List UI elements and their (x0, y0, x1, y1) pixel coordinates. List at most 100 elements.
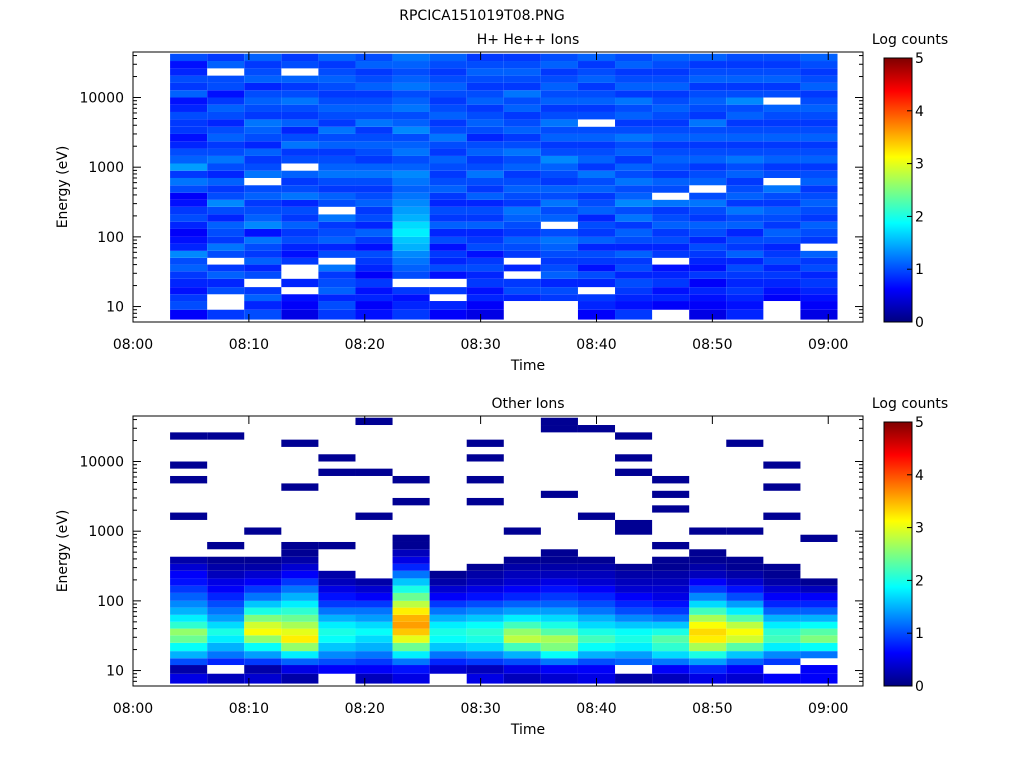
heatmap-cell (689, 192, 727, 200)
heatmap-cell (244, 665, 282, 674)
heatmap-cell (355, 61, 393, 69)
heatmap-cell (577, 185, 616, 193)
heatmap-cell (281, 483, 319, 491)
heatmap-cell (689, 614, 727, 622)
heatmap-cell (429, 185, 467, 193)
heatmap-cell (652, 243, 690, 251)
heatmap-cell (281, 53, 319, 62)
heatmap-cell (763, 141, 801, 149)
heatmap-cell (615, 163, 653, 171)
heatmap-cell (726, 439, 764, 447)
heatmap-cell (466, 628, 504, 636)
heatmap-cell (800, 177, 838, 186)
heatmap-cell (800, 97, 838, 105)
heatmap-cell (466, 170, 504, 178)
heatmap-cell (726, 68, 764, 76)
heatmap-cell (392, 97, 430, 105)
heatmap-cell (689, 104, 727, 112)
heatmap-cell (689, 170, 727, 178)
heatmap-cell (244, 53, 282, 62)
heatmap-cell (540, 658, 578, 666)
heatmap-cell (800, 68, 838, 76)
heatmap-cell (615, 61, 653, 69)
heatmap-cell (207, 600, 245, 608)
heatmap-cell (170, 214, 208, 222)
heatmap-cell (281, 192, 319, 200)
heatmap-cell (540, 206, 578, 215)
heatmap-cell (392, 133, 430, 142)
heatmap-cell (503, 75, 541, 83)
heatmap-cell (392, 206, 430, 215)
heatmap-cell (689, 271, 727, 279)
heatmap-cell (170, 68, 208, 76)
heatmap-cell (652, 221, 690, 229)
heatmap-cell (318, 170, 356, 178)
heatmap-cell (429, 628, 467, 636)
colorbar-label: Log counts (872, 396, 948, 412)
heatmap-cell (207, 432, 245, 440)
heatmap-cell (800, 614, 838, 622)
heatmap-cell (726, 97, 764, 105)
heatmap-cell (466, 126, 504, 134)
heatmap-cell (689, 250, 727, 258)
heatmap-cell (318, 665, 356, 674)
heatmap-cell (429, 592, 467, 601)
heatmap-cell (763, 82, 801, 91)
heatmap-cell (615, 133, 653, 142)
heatmap-cell (800, 111, 838, 120)
heatmap-cell (281, 170, 319, 178)
heatmap-cell (170, 658, 208, 666)
heatmap-cell (652, 301, 690, 310)
heatmap-cell (466, 250, 504, 258)
heatmap-cell (577, 97, 616, 105)
heatmap-cell (281, 214, 319, 222)
heatmap-cell (392, 170, 430, 178)
heatmap-cell (800, 592, 838, 601)
heatmap-cell (392, 68, 430, 76)
heatmap-cell (466, 148, 504, 156)
heatmap-cell (503, 651, 541, 659)
heatmap-cell (244, 621, 282, 629)
heatmap-cell (689, 673, 727, 684)
heatmap-cell (318, 607, 356, 615)
heatmap-cell (540, 97, 578, 105)
heatmap-cell (540, 111, 578, 120)
heatmap-cell (244, 301, 282, 310)
heatmap-cell (540, 585, 578, 593)
heatmap-cell (170, 563, 208, 571)
heatmap-cell (355, 206, 393, 215)
heatmap-cell (244, 264, 282, 272)
heatmap-cell (355, 119, 393, 127)
heatmap-cell (207, 635, 245, 643)
heatmap-cell (800, 82, 838, 91)
heatmap-cell (689, 90, 727, 98)
heatmap-cell (540, 155, 578, 164)
heatmap-cell (244, 141, 282, 149)
heatmap-cell (466, 177, 504, 186)
heatmap-cell (577, 592, 616, 601)
colorbar-tick-label: 4 (915, 468, 924, 484)
heatmap-cell (800, 642, 838, 652)
heatmap-cell (244, 585, 282, 593)
heatmap-cell (615, 519, 653, 528)
heatmap-cell (170, 236, 208, 244)
heatmap-cell (503, 628, 541, 636)
heatmap-cell (577, 658, 616, 666)
heatmap-cell (244, 75, 282, 83)
heatmap-cell (503, 592, 541, 601)
heatmap-cell (503, 250, 541, 258)
heatmap-cell (689, 199, 727, 207)
heatmap-cell (429, 126, 467, 134)
heatmap-cell (392, 90, 430, 98)
x-axis-label: Time (510, 722, 545, 738)
heatmap-cell (689, 53, 727, 62)
heatmap-cell (615, 206, 653, 215)
heatmap-cell (689, 607, 727, 615)
heatmap-cell (689, 301, 727, 310)
heatmap-cell (466, 141, 504, 149)
heatmap-cell (615, 228, 653, 237)
heatmap-cell (207, 177, 245, 186)
heatmap-cell (763, 185, 801, 193)
heatmap-cell (170, 155, 208, 164)
heatmap-cell (503, 658, 541, 666)
